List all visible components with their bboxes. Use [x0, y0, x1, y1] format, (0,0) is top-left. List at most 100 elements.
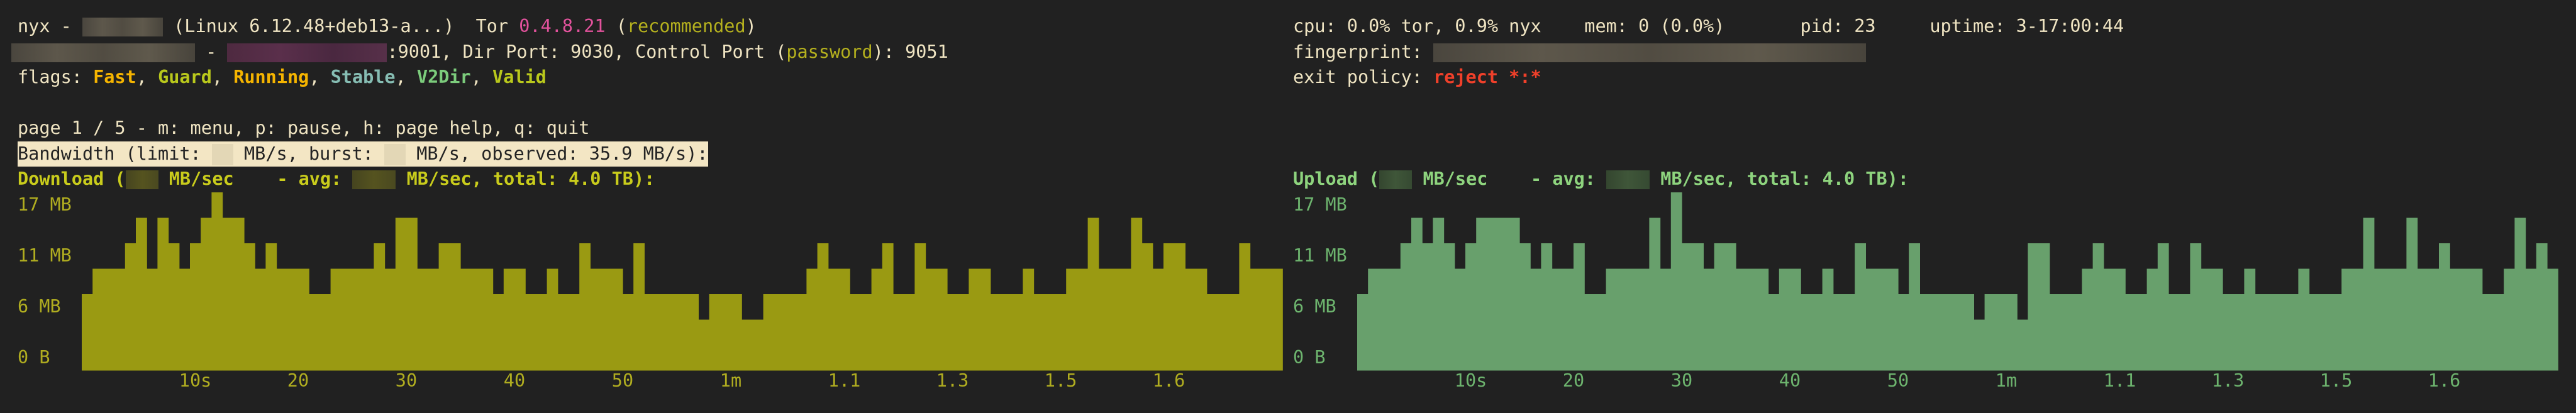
upload-bar [1801, 294, 1812, 370]
upload-bar [2223, 294, 2234, 370]
upload-bar [1476, 218, 1487, 370]
upload-y-tick: 0 B [1293, 346, 1326, 368]
download-bar [990, 294, 1002, 370]
upload-bar [1443, 243, 1455, 370]
upload-bar [1833, 294, 1845, 370]
download-x-tick: 1m [719, 370, 742, 391]
download-bar [1196, 268, 1208, 370]
download-bar [871, 268, 883, 370]
download-bar [92, 268, 104, 370]
download-bar [1044, 294, 1056, 370]
exit-policy-value: reject *:* [1433, 67, 1541, 87]
download-bar [428, 268, 440, 370]
download-bar [817, 243, 829, 370]
download-bar [796, 294, 807, 370]
upload-bar [1703, 268, 1715, 370]
download-bar [547, 268, 558, 370]
download-x-tick: 1.5 [1044, 370, 1077, 391]
download-bar [536, 294, 548, 370]
download-bar [1066, 268, 1077, 370]
upload-bar [2309, 294, 2321, 370]
download-bar [1260, 268, 1272, 370]
upload-bar [1400, 243, 1412, 370]
download-bar [406, 218, 418, 370]
upload-bar [1562, 268, 1574, 370]
download-bar [265, 243, 277, 370]
upload-bar [2493, 294, 2504, 370]
relay-summary-line: nyx - (Linux 6.12.48+deb13-a...) Tor 0.4… [18, 16, 757, 36]
upload-total: MB/sec, total: 4.0 TB): [1650, 168, 1909, 189]
download-bar [719, 294, 731, 370]
upload-bar [2363, 218, 2375, 370]
upload-bar [2298, 268, 2310, 370]
upload-bar [1887, 268, 1899, 370]
download-bar [785, 294, 796, 370]
redacted-download-avg [352, 170, 396, 189]
download-x-tick: 1.1 [828, 370, 861, 391]
upload-bar [1606, 268, 1618, 370]
download-bar [828, 268, 840, 370]
version-status: recommended [626, 16, 746, 36]
download-bar [482, 268, 494, 370]
upload-bar [1790, 268, 1801, 370]
download-bar [82, 294, 93, 370]
download-bar [665, 294, 677, 370]
upload-bar [2082, 268, 2094, 370]
upload-bar [2071, 294, 2082, 370]
upload-x-tick: 40 [1779, 370, 1801, 391]
upload-bar [2006, 294, 2018, 370]
download-bar [1023, 268, 1035, 370]
download-bar [471, 268, 482, 370]
upload-bar [1368, 268, 1379, 370]
download-bar [298, 268, 309, 370]
download-bar [1228, 294, 1240, 370]
upload-bar [1724, 243, 1736, 370]
download-bar [363, 268, 374, 370]
download-bar [763, 294, 775, 370]
download-bar [925, 268, 937, 370]
download-bar [287, 268, 299, 370]
upload-bar [1649, 218, 1661, 370]
upload-bar [1541, 243, 1553, 370]
upload-bar [1411, 218, 1423, 370]
download-header: Download ( MB/sec - avg: MB/sec, total: … [18, 167, 655, 192]
ports-info: :9001, Dir Port: 9030, Control Port ( [387, 41, 787, 62]
download-bar [904, 294, 915, 370]
upload-bar [2028, 243, 2040, 370]
upload-bar [2460, 268, 2472, 370]
upload-y-tick: 11 MB [1293, 245, 1347, 266]
download-total: MB/sec, total: 4.0 TB): [396, 168, 655, 189]
upload-bar [1941, 294, 1953, 370]
download-bar [492, 294, 504, 370]
upload-bar [2417, 268, 2429, 370]
upload-x-tick: 1.5 [2319, 370, 2353, 391]
fingerprint-label: fingerprint: [1293, 41, 1434, 62]
redacted-nickname [11, 43, 195, 62]
download-bar [190, 243, 201, 370]
download-bar [557, 294, 569, 370]
download-x-tick: 1.3 [936, 370, 969, 391]
upload-bar [1389, 268, 1401, 370]
download-bar [698, 319, 710, 370]
bandwidth-panel-title: Bandwidth (limit: MB/s, burst: MB/s, obs… [18, 141, 708, 167]
upload-bar [2114, 268, 2126, 370]
download-bar [731, 294, 742, 370]
flag-fast: Fast [93, 67, 136, 87]
bandwidth-limit-label: Bandwidth (limit: [18, 143, 212, 164]
upload-bar [2331, 294, 2342, 370]
download-bar [147, 268, 158, 370]
upload-bar [2406, 218, 2418, 370]
download-bar [1141, 243, 1153, 370]
upload-bar [1811, 294, 1823, 370]
upload-bar [1963, 294, 1974, 370]
separator: - [195, 41, 228, 62]
download-bar [709, 294, 721, 370]
download-bar [125, 243, 136, 370]
download-bar [979, 268, 991, 370]
download-bar [569, 294, 580, 370]
upload-x-tick: 20 [1562, 370, 1585, 391]
upload-bar [1974, 319, 1985, 370]
download-bar [893, 294, 904, 370]
upload-bar [1616, 268, 1628, 370]
flag-valid: Valid [492, 67, 547, 87]
